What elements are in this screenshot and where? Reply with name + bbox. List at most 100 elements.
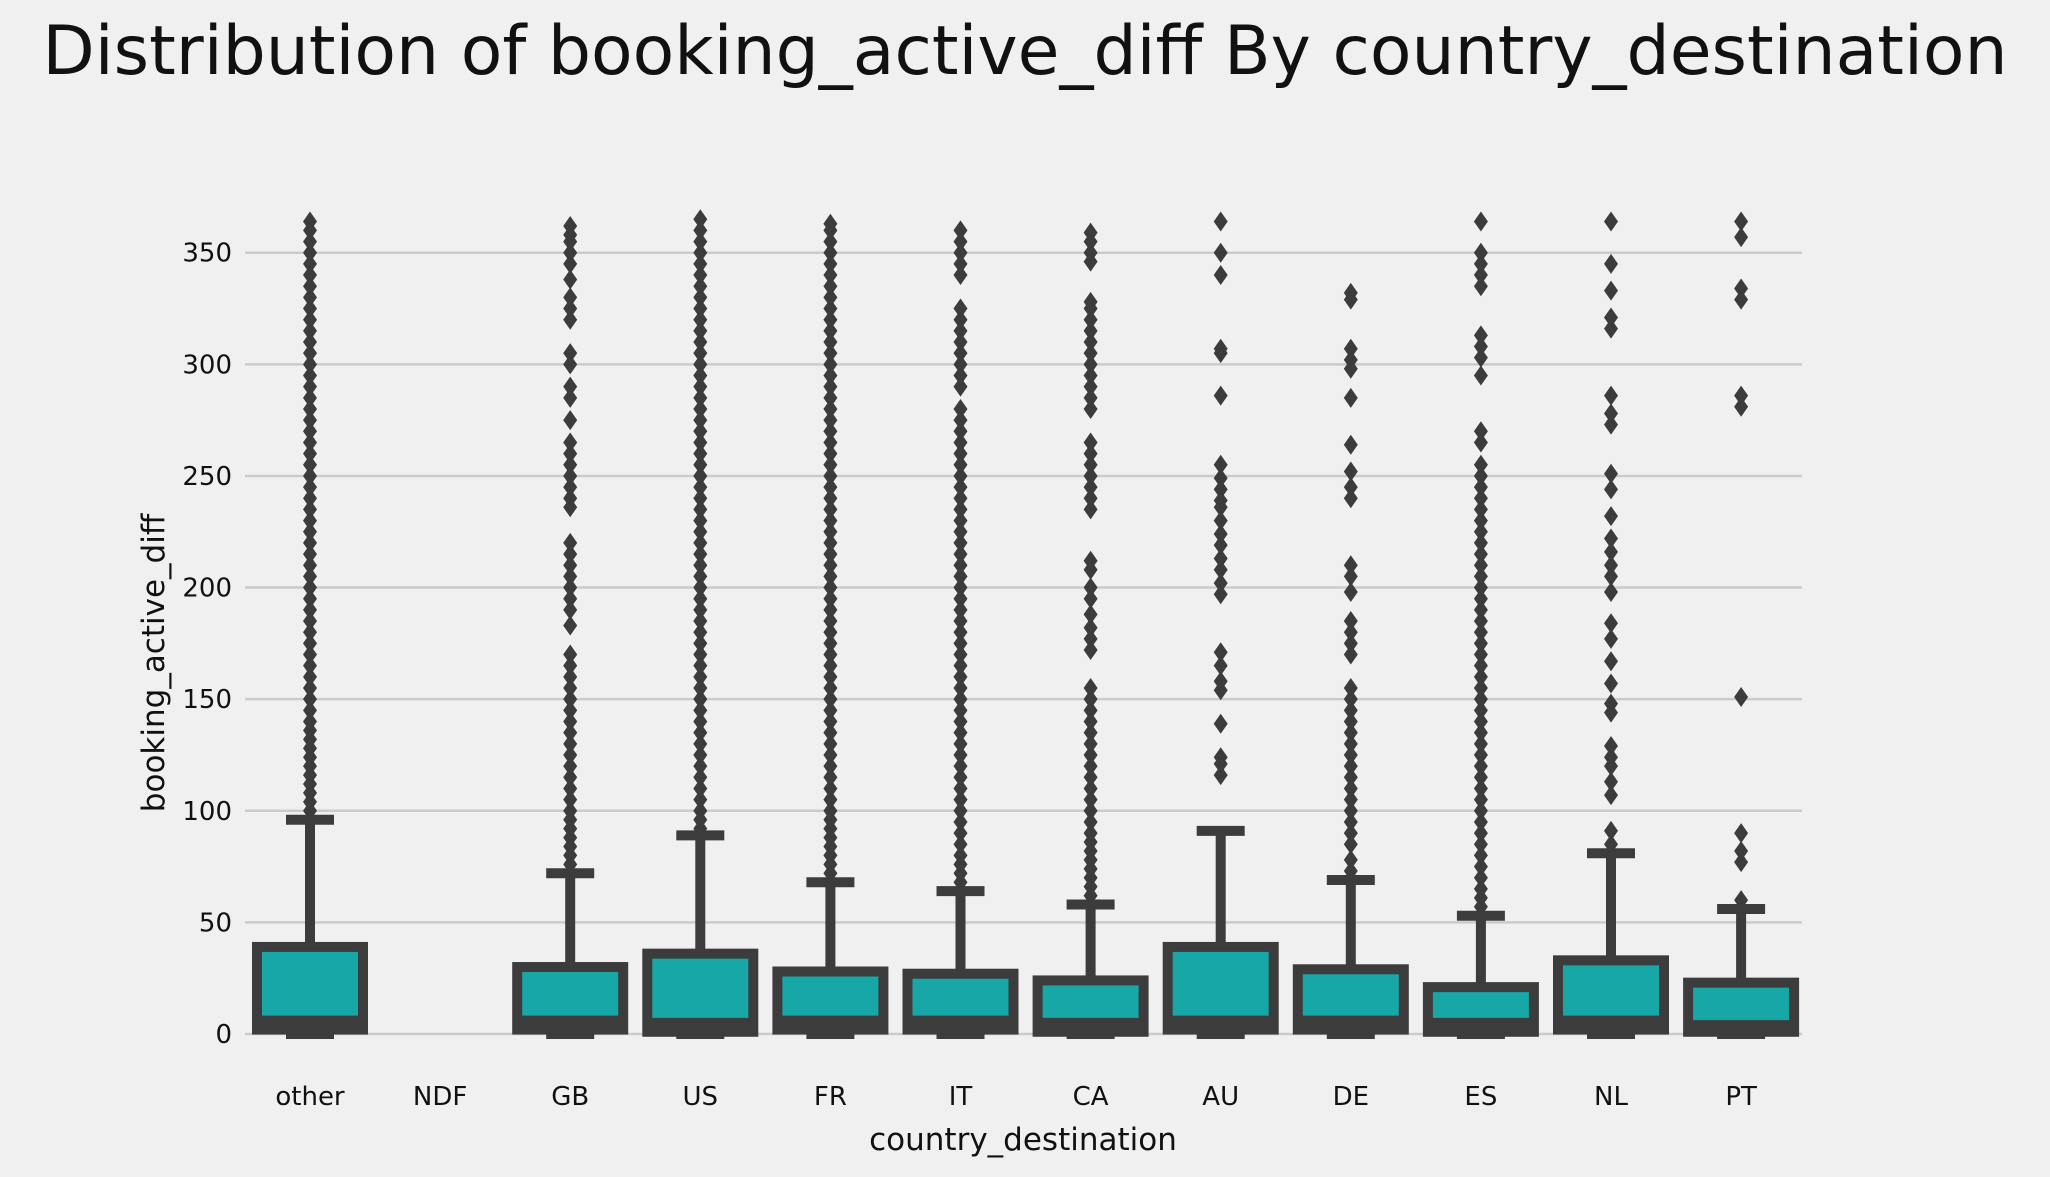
- outlier-point: [1343, 700, 1358, 721]
- outlier-point: [953, 343, 968, 364]
- outlier-point: [953, 800, 968, 821]
- outlier-point: [303, 365, 317, 386]
- outlier-point: [953, 689, 968, 710]
- outlier-point: [1343, 633, 1358, 654]
- outlier-point: [563, 689, 578, 710]
- outlier-point: [563, 711, 578, 732]
- outlier-point: [693, 666, 708, 687]
- outlier-point: [693, 800, 708, 821]
- outlier-point: [563, 544, 578, 565]
- outlier-point: [1213, 765, 1228, 786]
- outlier-point: [563, 599, 578, 620]
- outlier-point: [1343, 282, 1358, 303]
- outlier-point: [1083, 778, 1098, 799]
- outlier-point: [1083, 477, 1098, 498]
- outlier-point: [1083, 733, 1098, 754]
- outlier-point: [563, 555, 578, 576]
- outlier-point: [953, 834, 968, 855]
- outlier-point: [1213, 211, 1228, 232]
- outlier-point: [303, 276, 317, 297]
- outlier-point: [1083, 309, 1098, 330]
- outlier-point: [823, 242, 838, 263]
- outlier-point: [1213, 385, 1228, 406]
- outlier-point: [823, 253, 838, 274]
- outlier-point: [1604, 566, 1618, 587]
- outlier-point: [303, 398, 317, 419]
- outlier-point: [1343, 823, 1358, 844]
- outlier-point: [693, 477, 708, 498]
- box-it: [902, 220, 1019, 1039]
- outlier-point: [1083, 767, 1098, 788]
- outlier-point: [953, 823, 968, 844]
- outlier-point: [1473, 432, 1488, 453]
- outlier-point: [953, 655, 968, 676]
- outlier-point: [1473, 477, 1488, 498]
- outlier-point: [693, 789, 708, 810]
- outlier-point: [693, 611, 708, 632]
- outlier-point: [1473, 678, 1488, 699]
- outlier-point: [1213, 655, 1228, 676]
- outlier-point: [563, 215, 578, 236]
- outlier-point: [1734, 852, 1749, 873]
- outlier-point: [1083, 432, 1098, 453]
- outlier-point: [563, 700, 578, 721]
- outlier-point: [1473, 421, 1488, 442]
- y-tick-label: 200: [182, 574, 232, 604]
- outlier-point: [1604, 318, 1618, 339]
- outlier-point: [693, 432, 708, 453]
- y-tick-label: 50: [199, 908, 232, 938]
- outlier-point: [1083, 800, 1098, 821]
- outlier-point: [1213, 242, 1228, 263]
- outlier-point: [1734, 686, 1749, 707]
- outlier-point: [1083, 604, 1098, 625]
- outlier-point: [1473, 325, 1488, 346]
- boxes: [252, 209, 1800, 1039]
- outlier-point: [563, 454, 578, 475]
- outlier-point: [1083, 689, 1098, 710]
- outlier-point: [1213, 747, 1228, 768]
- outlier-point: [303, 577, 317, 598]
- outlier-point: [1343, 834, 1358, 855]
- outlier-point: [563, 678, 578, 699]
- outlier-point: [1343, 387, 1358, 408]
- outlier-point: [303, 510, 317, 531]
- outlier-point: [823, 644, 838, 665]
- outlier-point: [823, 298, 838, 319]
- outlier-point: [1083, 628, 1098, 649]
- outlier-point: [1734, 385, 1749, 406]
- outlier-point: [1604, 307, 1618, 328]
- outlier-point: [303, 689, 317, 710]
- outlier-point: [1343, 434, 1358, 455]
- outlier-point: [303, 678, 317, 699]
- outlier-point: [693, 421, 708, 442]
- outlier-point: [1083, 711, 1098, 732]
- outlier-point: [693, 488, 708, 509]
- outlier-point: [693, 410, 708, 431]
- outlier-point: [1734, 227, 1749, 248]
- outlier-point: [563, 477, 578, 498]
- outlier-point: [1473, 454, 1488, 475]
- outlier-point: [823, 343, 838, 364]
- outlier-point: [303, 309, 317, 330]
- outlier-point: [953, 599, 968, 620]
- outlier-point: [693, 689, 708, 710]
- outlier-point: [953, 398, 968, 419]
- outlier-point: [303, 332, 317, 353]
- outlier-point: [1604, 253, 1618, 274]
- outlier-point: [563, 298, 578, 319]
- outlier-point: [1473, 347, 1488, 368]
- outlier-point: [303, 521, 317, 542]
- y-tick-label: 0: [215, 1020, 232, 1050]
- box-gb: [512, 215, 629, 1039]
- outlier-point: [563, 789, 578, 810]
- outlier-point: [693, 398, 708, 419]
- outlier-point: [1473, 488, 1488, 509]
- outlier-point: [1083, 756, 1098, 777]
- y-tick-label: 150: [182, 685, 232, 715]
- outlier-point: [953, 298, 968, 319]
- outlier-point: [823, 666, 838, 687]
- outlier-point: [823, 577, 838, 598]
- box-us: [642, 209, 759, 1039]
- outlier-point: [1604, 403, 1618, 424]
